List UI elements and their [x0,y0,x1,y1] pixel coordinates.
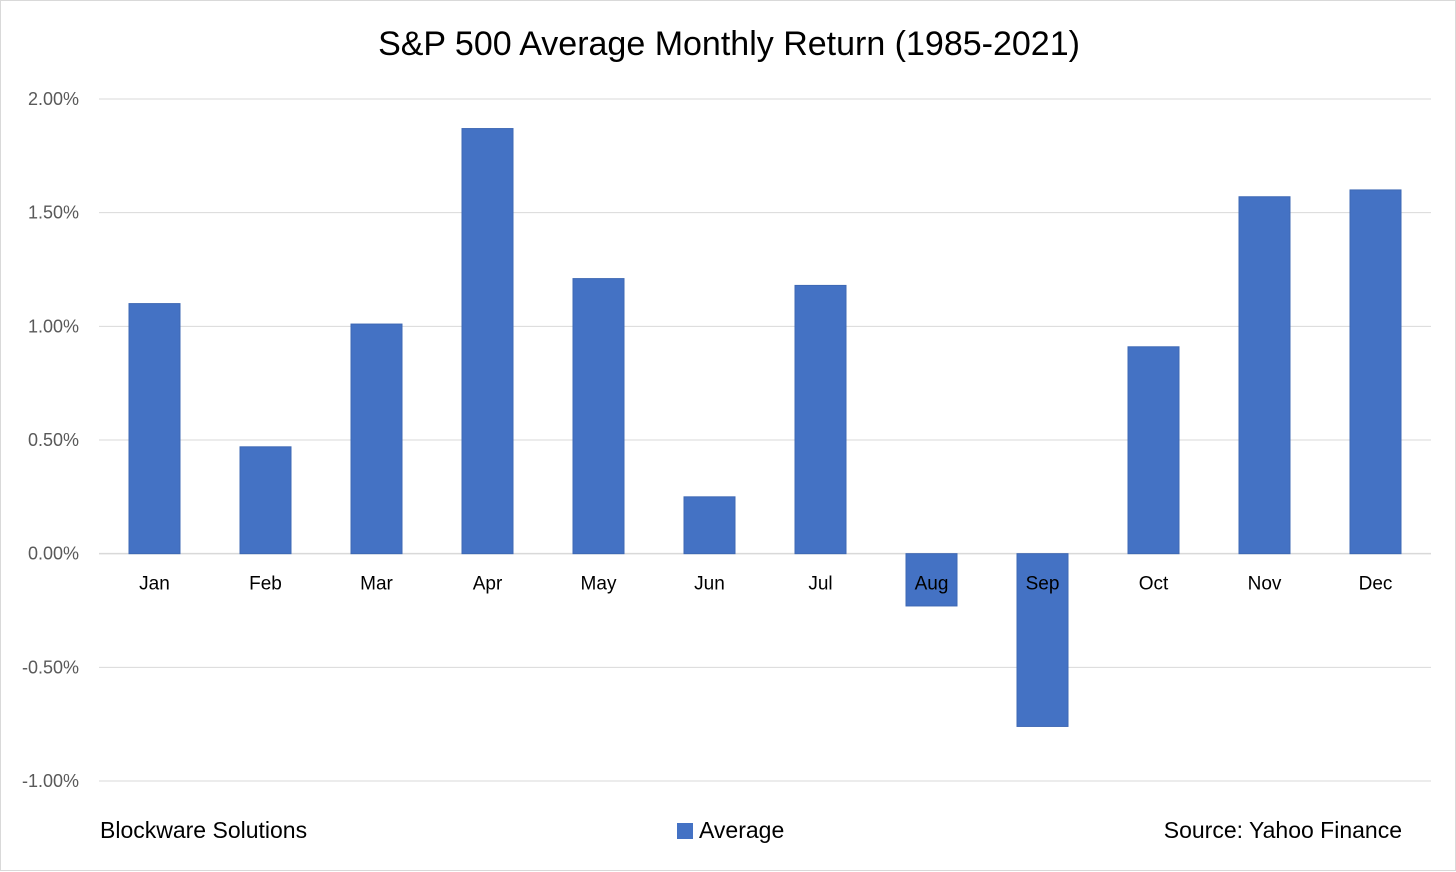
y-tick-label: 2.00% [28,89,79,109]
footer-source: Source: Yahoo Finance [1163,817,1402,843]
x-axis-category-labels: Jan Feb Mar Apr May Jun Jul Aug Sep Oct Nov Dec [139,574,1392,595]
x-category-label: Dec [1359,574,1393,595]
y-axis-tick-labels: 2.00% 1.50% 1.00% 0.50% 0.00% -0.50% -1.00% [22,89,79,791]
x-category-label: May [581,574,617,595]
bar-nov [1238,196,1291,555]
x-category-label: Mar [360,574,393,595]
x-category-label: Apr [473,574,503,595]
bar-aug [905,553,958,607]
legend: Average [677,817,784,844]
x-category-label: Jan [139,574,170,595]
x-category-label: Jun [694,574,725,595]
x-category-label: Jul [808,574,832,595]
x-category-label: Oct [1139,574,1169,595]
x-category-label: Nov [1248,574,1282,595]
bar-may [572,278,625,555]
gridlines [99,98,1431,782]
bar-feb [239,446,292,555]
bar-jul [794,284,847,555]
y-tick-label: 0.00% [28,544,79,564]
x-category-label: Sep [1026,574,1060,595]
footer-credit: Blockware Solutions [100,817,308,843]
bar-sep [1016,553,1069,727]
y-tick-label: -1.00% [22,771,79,791]
bar-mar [350,323,403,555]
bar-jun [683,496,736,555]
bar-jan [128,303,181,555]
chart-title: S&P 500 Average Monthly Return (1985-202… [378,25,1080,63]
y-tick-label: 0.50% [28,430,79,450]
y-tick-label: 1.00% [28,316,79,336]
bar-oct [1127,346,1180,555]
x-category-label: Feb [249,574,282,595]
bars [128,128,1402,727]
y-tick-label: -0.50% [22,657,79,677]
legend-swatch [677,822,693,839]
bar-dec [1349,189,1402,555]
legend-label: Average [699,817,785,843]
y-tick-label: 1.50% [28,203,79,223]
bar-apr [461,128,514,555]
x-category-label: Aug [915,574,949,595]
